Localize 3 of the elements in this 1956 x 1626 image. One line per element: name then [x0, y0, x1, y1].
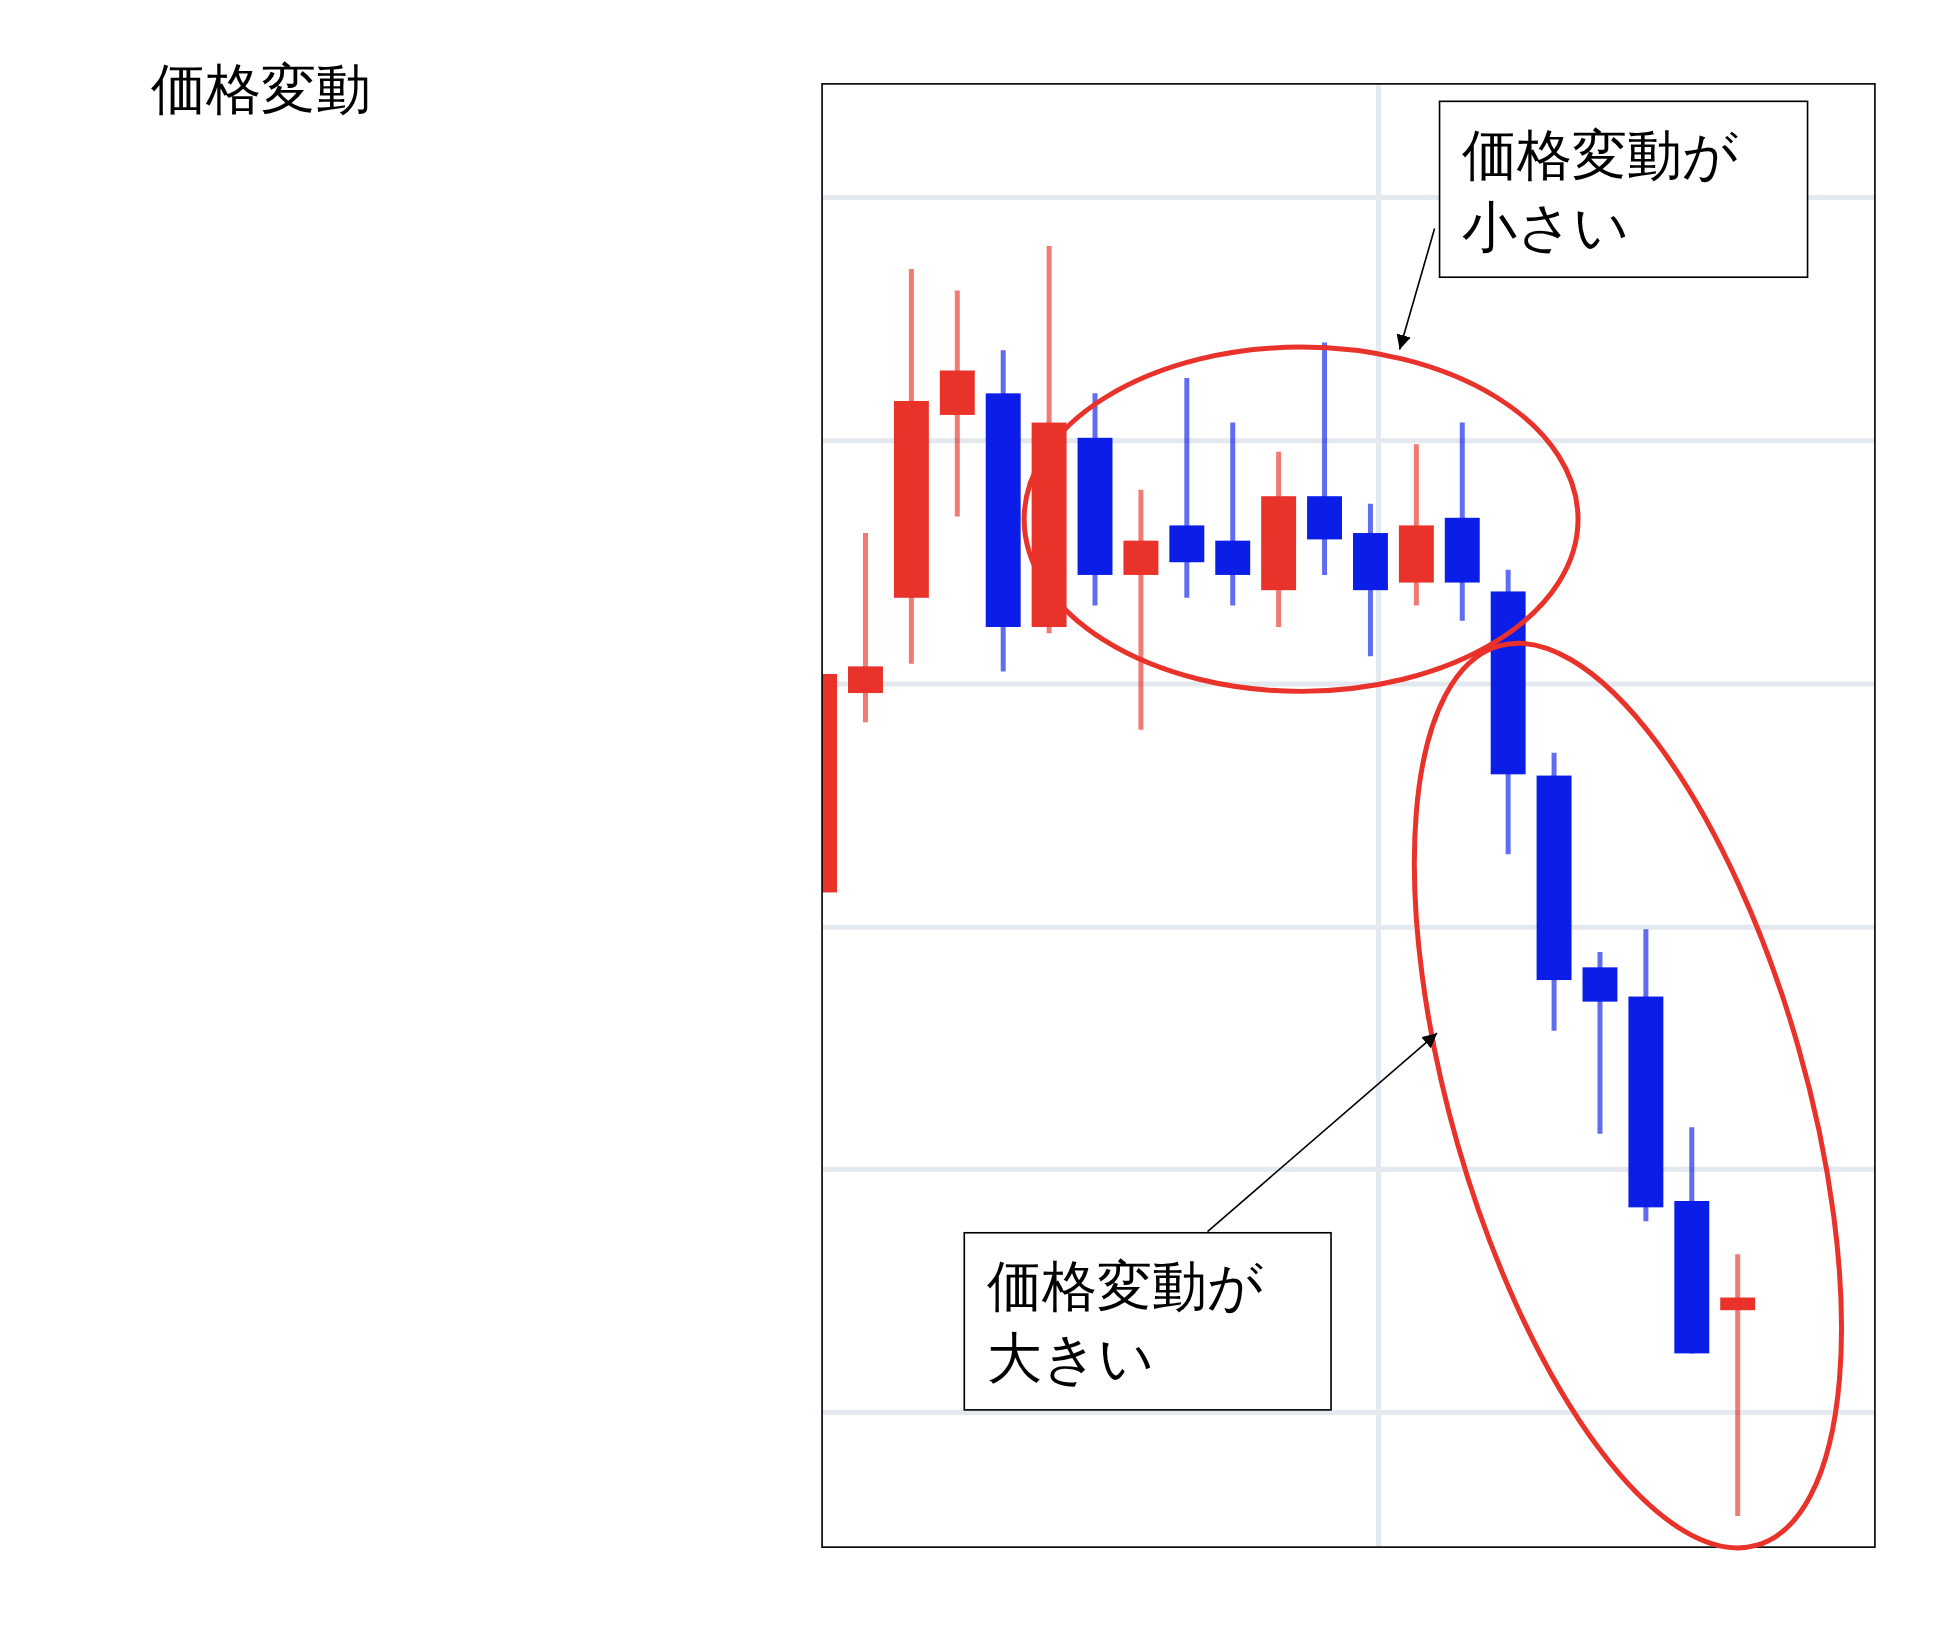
annotation: 価格変動が大きい — [986, 1254, 1263, 1391]
text: 価格変動 — [150, 56, 371, 121]
annotation: 価格変動が小さい — [1462, 122, 1739, 260]
